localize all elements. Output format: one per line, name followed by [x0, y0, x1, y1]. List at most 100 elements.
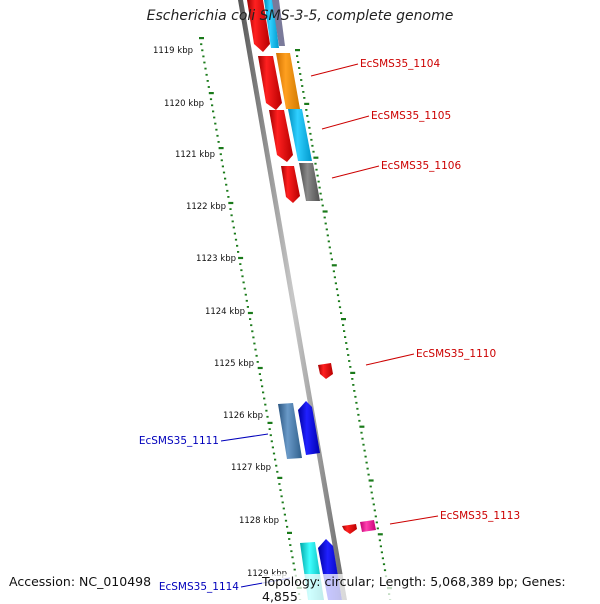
inner-scale-tick	[293, 568, 296, 571]
outer-scale-tick	[313, 156, 319, 159]
inner-scale-tick	[232, 226, 235, 229]
blast-hit-top-gray	[272, 0, 285, 46]
outer-scale-tick	[344, 336, 347, 338]
outer-scale-tick	[383, 569, 387, 572]
inner-scale-tick	[290, 550, 293, 553]
inner-scale-tick	[202, 55, 205, 58]
outer-scale-tick	[328, 246, 331, 249]
outer-scale-tick	[350, 371, 356, 374]
kbp-label-1120: 1120 kbp	[164, 99, 204, 109]
outer-scale-tick	[379, 545, 382, 548]
inner-scale-tick	[217, 141, 220, 143]
map-title: Escherichia coli SMS-3-5, complete genom…	[146, 8, 454, 24]
outer-scale-tick	[298, 67, 301, 69]
outer-scale-tick	[363, 449, 366, 452]
inner-scale-tick	[211, 104, 214, 107]
outer-scale-tick	[321, 204, 324, 207]
outer-scale-tick	[359, 425, 365, 428]
inner-scale-tick	[262, 391, 265, 394]
cds-forward-1106	[281, 166, 300, 203]
leader-line-1110	[365, 353, 415, 366]
outer-scale-tick	[378, 539, 381, 542]
outer-scale-tick	[297, 61, 300, 63]
inner-scale-tick	[237, 251, 240, 253]
outer-scale-tick	[300, 79, 303, 81]
outer-scale-tick	[365, 461, 368, 464]
outer-scale-tick	[307, 120, 310, 123]
outer-scale-tick	[311, 144, 314, 147]
inner-scale-tick	[226, 189, 229, 192]
gene-label-1114[interactable]: EcSMS35_1114	[159, 581, 239, 593]
inner-scale-tick	[279, 489, 282, 491]
outer-scale-tick	[348, 360, 351, 362]
outer-scale-tick	[372, 503, 375, 506]
inner-scale-tick	[221, 165, 224, 168]
inner-scale-tick	[228, 201, 234, 205]
cds-reverse-1111	[298, 401, 320, 455]
outer-scale-tick	[303, 97, 306, 99]
outer-scale-tick	[341, 318, 346, 321]
gene-label-group: EcSMS35_1104 EcSMS35_1105 EcSMS35_1106 E…	[139, 58, 520, 593]
inner-scale-tick	[245, 299, 248, 302]
inner-scale-tick	[238, 256, 244, 260]
inner-scale-tick	[263, 397, 266, 400]
outer-scale-tick	[306, 115, 309, 117]
inner-scale-tick	[225, 183, 228, 186]
outer-scale-tick	[331, 264, 337, 267]
gene-label-1105[interactable]: EcSMS35_1105	[371, 110, 451, 122]
inner-scale-tick	[240, 269, 243, 272]
inner-scale-tick	[204, 67, 207, 70]
blast-hit-1111	[278, 403, 302, 459]
inner-scale-tick	[255, 354, 258, 357]
inner-scale-tick	[292, 562, 295, 565]
cds-forward-1110	[318, 363, 333, 379]
inner-scale-tick	[244, 293, 247, 296]
inner-scale-tick	[239, 263, 242, 265]
outer-scale-tick	[310, 138, 313, 141]
gene-label-1111[interactable]: EcSMS35_1111	[139, 435, 219, 447]
gene-label-1113[interactable]: EcSMS35_1113	[440, 510, 520, 522]
cds-forward-1104	[258, 56, 282, 110]
gene-label-1104[interactable]: EcSMS35_1104	[360, 58, 440, 70]
inner-scale-tick	[227, 196, 230, 198]
inner-scale-tick	[224, 177, 227, 180]
outer-scale-tick	[299, 73, 302, 75]
outer-scale-tick	[343, 330, 346, 332]
leader-line-1106	[331, 165, 380, 179]
inner-scale-tick	[214, 122, 217, 125]
outer-scale-tick	[356, 407, 359, 410]
inner-scale-tick	[201, 49, 204, 52]
inner-scale-tick	[272, 452, 276, 455]
gene-label-1110[interactable]: EcSMS35_1110	[416, 348, 496, 360]
inner-scale-tick	[209, 98, 213, 101]
inner-scale-tick	[241, 275, 244, 278]
inner-scale-tick	[267, 421, 273, 424]
inner-scale-tick	[257, 366, 263, 370]
outer-scale-tick	[304, 102, 310, 105]
outer-scale-tick	[319, 192, 322, 195]
inner-scale-tick	[253, 342, 256, 345]
inner-scale-tick	[287, 531, 292, 534]
inner-scale-tick	[212, 110, 215, 113]
blast-hit-1113	[360, 520, 376, 532]
inner-scale-tick	[220, 159, 223, 162]
kbp-label-1119: 1119 kbp	[153, 46, 193, 56]
inner-scale-tick	[276, 470, 279, 473]
inner-scale-tick	[230, 214, 233, 217]
outer-scale-tick	[315, 168, 318, 171]
kbp-label-1121: 1121 kbp	[175, 150, 215, 160]
outer-scale-tick	[371, 497, 374, 500]
outer-scale-tick	[361, 437, 364, 440]
gene-label-1106[interactable]: EcSMS35_1106	[381, 160, 461, 172]
genome-stats-text: Topology: circular; Length: 5,068,389 bp…	[262, 574, 600, 604]
inner-scale-tick	[277, 476, 283, 479]
inner-scale-tick	[249, 318, 252, 320]
blast-hit-1105	[288, 109, 312, 161]
inner-scale-tick	[269, 434, 272, 437]
outer-scale-tick	[354, 395, 357, 398]
inner-scale-tick	[218, 147, 224, 150]
inner-scale-tick	[288, 538, 291, 540]
outer-scale-tick	[325, 228, 328, 231]
inner-scale-tick	[270, 440, 273, 443]
